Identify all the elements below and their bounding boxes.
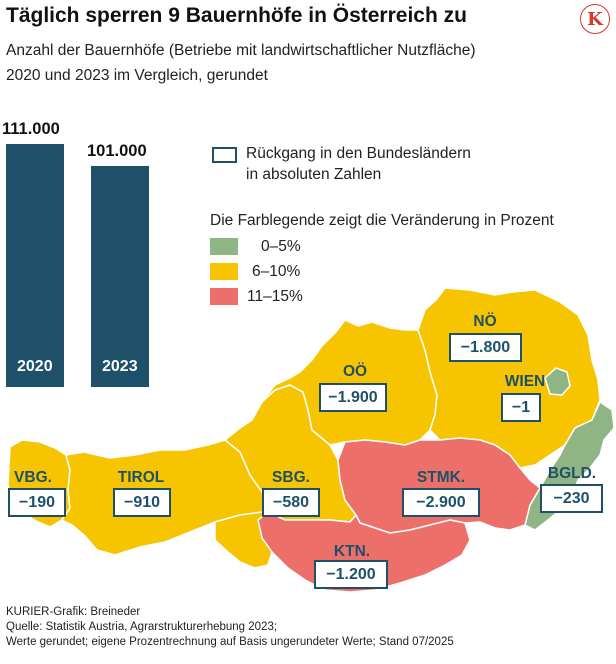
subtitle-line-2: 2020 und 2023 im Vergleich, gerundet xyxy=(6,67,268,84)
region-label-sbg: SBG. xyxy=(272,469,310,486)
subtitle-line-1: Anzahl der Bauernhöfe (Betriebe mit land… xyxy=(6,42,476,59)
footer-source: Quelle: Statistik Austria, Agrarstruktur… xyxy=(6,621,278,633)
footer-credit: KURIER-Grafik: Breineder xyxy=(6,606,141,618)
legend-swatch-yellow xyxy=(210,263,238,280)
bar-2020 xyxy=(6,144,64,387)
bar-category-label-2023: 2023 xyxy=(102,358,138,375)
value-box-tirol: −910 xyxy=(113,488,171,517)
value-box-stmk: −2.900 xyxy=(402,488,480,517)
page-title: Täglich sperren 9 Bauernhöfe in Österrei… xyxy=(6,4,467,27)
region-label-stmk: STMK. xyxy=(417,469,465,486)
region-label-bgld: BGLD. xyxy=(548,465,596,482)
region-label-noe: NÖ xyxy=(473,313,496,330)
legend-outline-swatch xyxy=(212,147,237,163)
bar-category-label-2020: 2020 xyxy=(17,358,53,375)
region-label-tirol: TIROL xyxy=(118,469,165,486)
bar-value-label-2020: 111.000 xyxy=(2,120,60,138)
legend-label-yellow: 6–10% xyxy=(252,263,301,280)
legend-outline-label-2: in absoluten Zahlen xyxy=(246,166,382,183)
legend-label-green: 0–5% xyxy=(261,238,301,255)
kurier-logo-icon: K xyxy=(580,4,610,34)
region-label-vbg: VBG. xyxy=(14,469,52,486)
value-box-bgld: −230 xyxy=(540,484,603,513)
bar-value-label-2023: 101.000 xyxy=(87,142,147,160)
value-box-sbg: −580 xyxy=(262,488,320,517)
bar-2023 xyxy=(91,166,149,387)
legend-outline-label-1: Rückgang in den Bundesländern xyxy=(246,145,471,162)
value-box-ooe: −1.900 xyxy=(319,383,387,412)
region-label-wien: WIEN xyxy=(505,373,545,390)
legend-color-heading: Die Farblegende zeigt die Veränderung in… xyxy=(210,212,554,229)
value-box-noe: −1.800 xyxy=(449,333,522,362)
legend-swatch-green xyxy=(210,238,238,255)
region-wien xyxy=(544,367,571,396)
region-kaernten xyxy=(257,511,471,593)
value-box-vbg: −190 xyxy=(8,488,66,517)
region-label-ooe: OÖ xyxy=(343,363,367,380)
legend-label-red: 11–15% xyxy=(247,288,303,305)
value-box-wien: −1 xyxy=(501,393,541,422)
value-box-ktn: −1.200 xyxy=(314,560,388,589)
footer-note: Werte gerundet; eigene Prozentrechnung a… xyxy=(6,636,454,648)
legend-swatch-red xyxy=(210,288,238,305)
region-label-ktn: KTN. xyxy=(334,543,370,560)
